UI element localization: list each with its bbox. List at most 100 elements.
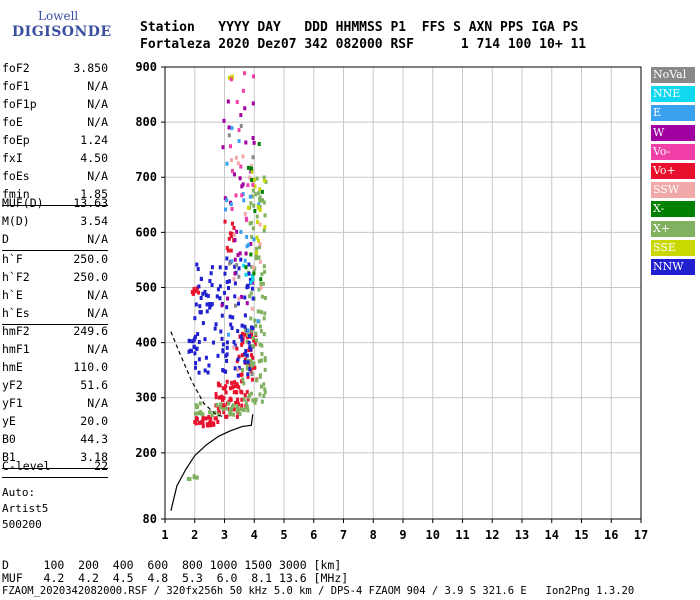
data-point [206,423,210,428]
data-point [230,326,234,331]
data-point [249,252,253,257]
data-point [246,372,250,377]
data-point [243,393,247,398]
data-point [244,140,248,145]
data-point [240,368,244,373]
data-point [229,248,233,253]
data-point [218,405,222,410]
data-point [247,271,251,276]
header-values: Fortaleza 2020 Dez07 342 082000 RSF 1 71… [140,37,587,52]
data-point [250,372,254,377]
param-row: C-level 22 [2,458,108,474]
data-point [247,262,251,267]
data-point [254,192,258,197]
y-tick-label: 200 [135,446,157,460]
data-point [230,231,234,236]
param-row: fmin 1.85 [2,186,108,202]
data-point [219,329,223,334]
data-point [246,183,250,188]
data-point [248,194,252,199]
data-point [228,386,232,391]
data-point [240,193,244,198]
data-point [262,316,266,321]
data-point [235,403,239,408]
x-tick-label: 1 [161,528,168,542]
param-row: foEs N/A [2,168,108,184]
y-tick-label: 500 [135,280,157,294]
data-point [235,229,239,234]
data-point [250,363,254,368]
param-row: M(D) 3.54 [2,213,108,229]
legend-item: SSE [651,239,695,256]
data-point [220,313,224,318]
param-value: 51.6 [80,378,108,392]
x-tick-label: 11 [455,528,469,542]
data-point [256,309,260,314]
data-point [252,265,256,270]
data-point [233,271,237,276]
data-point [237,402,241,407]
data-point [252,237,256,242]
data-point [195,475,199,480]
data-point [210,413,214,418]
data-point [229,397,233,402]
data-point [246,408,250,413]
param-value: 250.0 [73,270,108,284]
data-point [227,75,231,80]
electron-density-profile [170,414,254,511]
x-tick-label: 4 [251,528,258,542]
data-point [235,382,239,387]
data-point [251,335,255,340]
data-point [258,242,262,247]
data-point [229,234,233,239]
data-point [245,353,249,358]
data-point [258,195,262,200]
data-point [216,287,220,292]
data-point [258,259,262,264]
param-value: 44.3 [80,432,108,446]
data-point [225,340,229,345]
data-point [214,395,218,400]
data-point [246,165,250,170]
data-point [223,290,227,295]
data-point [257,191,261,196]
data-point [241,331,245,336]
param-value: 249.6 [73,324,108,338]
data-point [249,220,253,225]
data-point [224,390,228,395]
param-label: foEs [2,169,30,183]
param-value: 13.63 [73,196,108,210]
data-point [259,329,263,334]
param-row: foF2 3.850 [2,60,108,76]
param-separator [2,477,108,478]
data-point [258,392,262,397]
data-point [235,99,239,104]
data-point [249,291,253,296]
data-point [193,351,197,356]
data-point [237,296,241,301]
data-point [188,477,192,482]
data-point [247,395,251,400]
data-point [256,204,260,209]
data-point [257,255,261,260]
data-point [255,214,259,219]
param-row: MUF(D) 13.63 [2,195,108,211]
data-point [260,310,264,315]
data-point [201,412,205,417]
param-separator [2,324,108,325]
data-point [221,386,225,391]
param-value: N/A [87,97,108,111]
data-point [223,207,227,212]
data-point [227,236,231,241]
data-point [263,296,267,301]
data-point [195,346,199,351]
data-point [235,390,239,395]
data-point [204,355,208,360]
data-point [237,139,241,144]
data-point [251,188,255,193]
data-point [239,334,243,339]
data-point [249,280,253,285]
data-point [243,324,247,329]
data-point [225,198,229,203]
data-point [224,406,228,411]
